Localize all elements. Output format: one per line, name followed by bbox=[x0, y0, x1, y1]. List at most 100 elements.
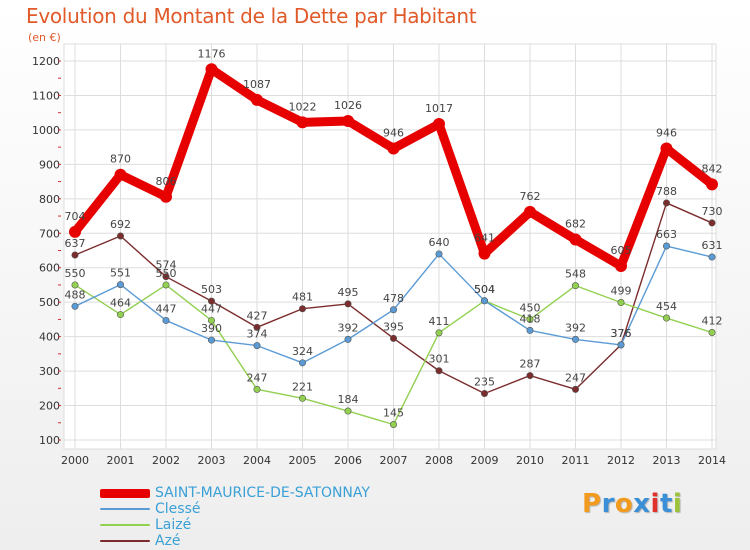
x-tick-label: 2010 bbox=[516, 454, 544, 467]
data-point bbox=[389, 334, 397, 342]
data-point bbox=[708, 219, 716, 227]
data-point bbox=[435, 329, 443, 337]
y-tick-label: 800 bbox=[39, 193, 60, 206]
data-point bbox=[69, 225, 81, 238]
y-tick-label: 600 bbox=[39, 262, 60, 275]
x-tick-label: 2004 bbox=[243, 454, 271, 467]
data-label: 946 bbox=[383, 127, 404, 140]
data-label: 184 bbox=[338, 393, 359, 406]
data-point bbox=[71, 251, 79, 259]
x-tick-label: 2012 bbox=[607, 454, 635, 467]
x-tick-label: 2006 bbox=[334, 454, 362, 467]
proxiti-logo: Proxiti bbox=[582, 489, 682, 519]
data-point bbox=[387, 142, 400, 155]
data-point bbox=[617, 299, 625, 307]
logo-letter: x bbox=[633, 489, 651, 519]
x-tick-label: 2011 bbox=[562, 454, 590, 467]
data-point bbox=[251, 93, 263, 106]
data-label: 704 bbox=[65, 210, 86, 223]
data-point bbox=[708, 253, 716, 261]
data-point bbox=[253, 323, 261, 331]
x-tick-label: 2013 bbox=[653, 454, 681, 467]
legend-item: Laizé bbox=[100, 517, 370, 533]
data-label: 503 bbox=[201, 283, 222, 296]
data-point bbox=[524, 205, 536, 218]
data-point bbox=[205, 63, 218, 76]
data-label: 464 bbox=[110, 297, 131, 310]
data-point bbox=[389, 420, 397, 428]
data-label: 499 bbox=[611, 285, 632, 298]
data-label: 730 bbox=[702, 205, 723, 218]
y-tick-label: 200 bbox=[39, 400, 60, 413]
data-point bbox=[344, 407, 352, 415]
data-point bbox=[71, 281, 79, 289]
data-point bbox=[117, 281, 125, 289]
data-point bbox=[344, 300, 352, 308]
data-label: 447 bbox=[201, 302, 222, 315]
data-point bbox=[526, 326, 534, 334]
data-point bbox=[662, 242, 670, 250]
data-point bbox=[569, 233, 582, 246]
data-point bbox=[571, 385, 579, 393]
data-label: 481 bbox=[292, 291, 313, 304]
data-label: 450 bbox=[520, 301, 541, 314]
data-point bbox=[662, 314, 670, 322]
x-tick-label: 2008 bbox=[425, 454, 453, 467]
data-label: 631 bbox=[702, 239, 723, 252]
x-tick-label: 2014 bbox=[698, 454, 726, 467]
data-label: 418 bbox=[520, 312, 541, 325]
chart-title: Evolution du Montant de la Dette par Hab… bbox=[26, 4, 477, 28]
data-label: 605 bbox=[611, 244, 632, 257]
x-tick-label: 2003 bbox=[198, 454, 226, 467]
data-point bbox=[478, 247, 491, 260]
data-label: 637 bbox=[65, 237, 86, 250]
legend-label: SAINT-MAURICE-DE-SATONNAY bbox=[155, 485, 370, 501]
data-point bbox=[389, 306, 397, 314]
data-label: 374 bbox=[247, 328, 268, 341]
y-tick-label: 300 bbox=[39, 365, 60, 378]
logo-letter: t bbox=[659, 489, 673, 519]
logo-letter: i bbox=[672, 489, 683, 519]
y-tick-label: 700 bbox=[39, 227, 60, 240]
data-label: 574 bbox=[156, 259, 177, 272]
y-tick-label: 100 bbox=[39, 434, 60, 447]
data-label: 551 bbox=[110, 267, 131, 280]
y-tick-label: 1100 bbox=[32, 89, 60, 102]
data-label: 550 bbox=[65, 267, 86, 280]
data-point bbox=[660, 142, 673, 155]
data-label: 842 bbox=[702, 162, 723, 175]
legend-label: Clessé bbox=[155, 501, 201, 517]
data-label: 235 bbox=[474, 375, 495, 388]
data-point bbox=[433, 118, 445, 131]
data-label: 762 bbox=[520, 190, 541, 203]
y-tick-label: 500 bbox=[39, 296, 60, 309]
data-point bbox=[480, 389, 488, 397]
logo-letter: i bbox=[650, 489, 660, 519]
data-label: 390 bbox=[201, 322, 222, 335]
data-point bbox=[117, 232, 125, 240]
data-point bbox=[526, 315, 534, 323]
data-point bbox=[162, 281, 170, 289]
data-point bbox=[435, 367, 443, 375]
data-label: 145 bbox=[383, 406, 404, 419]
data-label: 870 bbox=[110, 153, 131, 166]
data-label: 221 bbox=[292, 380, 313, 393]
data-label: 287 bbox=[520, 358, 541, 371]
data-point bbox=[298, 359, 306, 367]
data-label: 395 bbox=[383, 320, 404, 333]
data-point bbox=[114, 168, 127, 181]
data-label: 411 bbox=[429, 315, 450, 328]
data-point bbox=[208, 336, 216, 344]
data-label: 488 bbox=[65, 288, 86, 301]
data-label: 640 bbox=[429, 236, 450, 249]
y-tick-label: 900 bbox=[39, 158, 60, 171]
legend-swatch bbox=[100, 508, 150, 510]
data-label: 1017 bbox=[425, 102, 453, 115]
data-label: 641 bbox=[474, 232, 495, 245]
data-label: 392 bbox=[338, 321, 359, 334]
data-label: 478 bbox=[383, 292, 404, 305]
data-label: 806 bbox=[156, 175, 177, 188]
y-tick-label: 1200 bbox=[32, 55, 60, 68]
